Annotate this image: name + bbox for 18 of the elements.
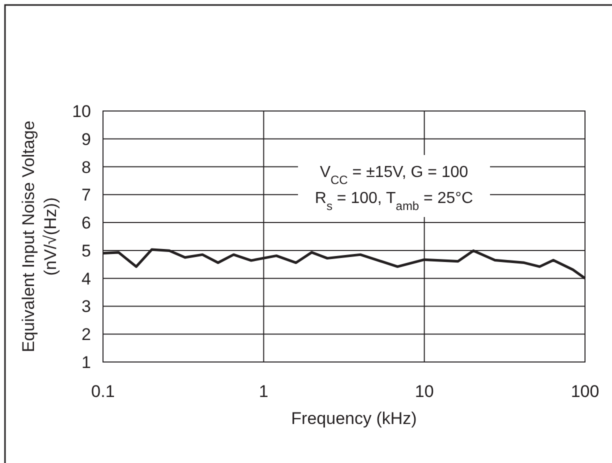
x-tick-label: 100: [570, 382, 600, 401]
y-tick-label: 8: [82, 158, 91, 177]
x-axis-title: Frequency (kHz): [291, 409, 417, 428]
y-tick-label: 5: [82, 241, 91, 260]
annotation: R$_{s}$ = 100, T$_{amb}$ = 25°C: [314, 190, 474, 213]
y-tick-label: 6: [82, 214, 91, 233]
x-tick-label: 10: [414, 382, 434, 401]
y-axis-title: Equivalent Input Noise Voltage (nV/√(Hz)): [19, 120, 60, 352]
y-tick-label: 3: [82, 297, 91, 316]
y-tick-label: 2: [82, 325, 91, 344]
x-tick-label: 1: [258, 382, 268, 401]
annotation: V$_{CC}$ = ±15V, G = 100: [320, 164, 468, 187]
y-tick-label: 1: [82, 353, 91, 372]
x-tick-label: 0.1: [91, 382, 115, 401]
y-tick-label: 9: [82, 130, 91, 149]
y-tick-label: 4: [82, 269, 91, 288]
y-tick-label: 10: [72, 102, 91, 121]
y-tick-label: 7: [82, 186, 91, 205]
